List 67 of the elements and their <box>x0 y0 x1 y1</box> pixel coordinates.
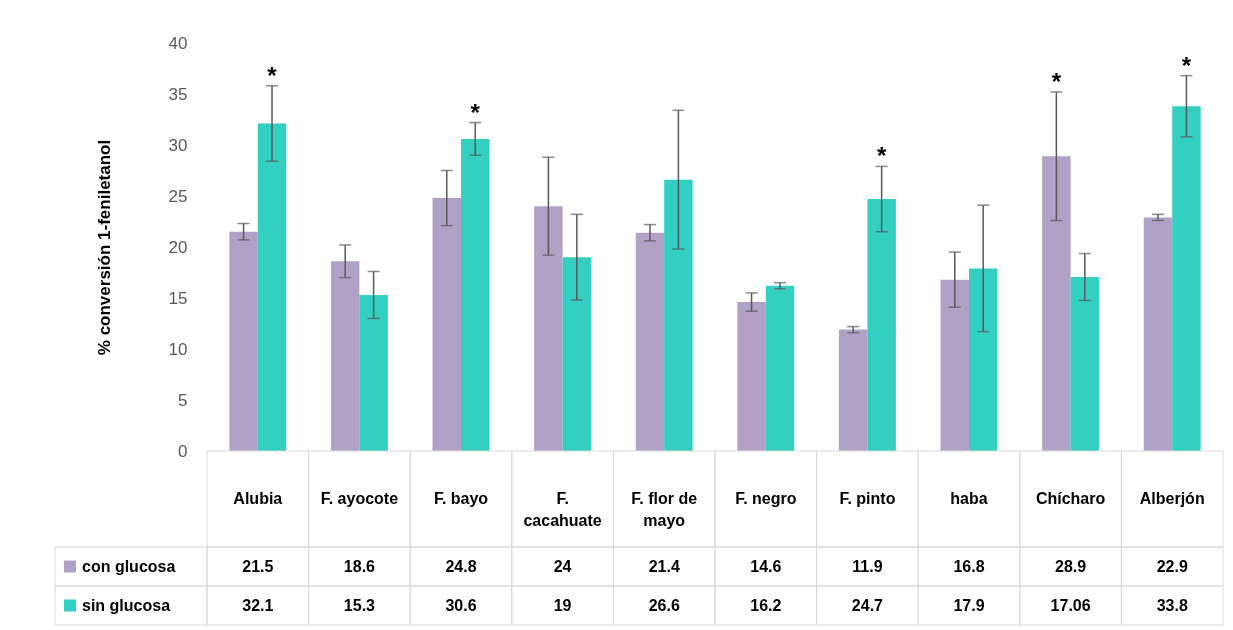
data-label: 21.5 <box>242 557 274 575</box>
bar <box>229 231 258 451</box>
data-label: 24.7 <box>851 596 884 614</box>
x-tick-label: Alubia <box>233 490 283 507</box>
y-tick-label: 5 <box>178 390 188 410</box>
x-tick-label: Chícharo <box>1035 490 1106 507</box>
annotation: * <box>470 98 481 126</box>
bar <box>867 199 896 451</box>
data-label: 18.6 <box>343 557 376 575</box>
annotation: * <box>1051 67 1062 95</box>
bar <box>1070 276 1100 451</box>
x-tick-label: haba <box>950 490 988 507</box>
data-label: 30.6 <box>445 596 477 614</box>
y-tick-label: 25 <box>168 186 188 206</box>
x-tick-label: F. negro <box>735 490 797 507</box>
data-label: 33.8 <box>1156 596 1188 614</box>
bar <box>737 302 766 451</box>
bar <box>664 179 693 451</box>
y-tick-label: 15 <box>168 288 188 308</box>
y-tick-label: 0 <box>178 441 188 461</box>
data-label: 32.1 <box>242 596 274 614</box>
x-tick-label: F. ayocote <box>320 490 399 507</box>
data-label: 15.3 <box>343 596 376 614</box>
x-tick-label: F. cacahuate <box>523 490 602 529</box>
bar <box>359 294 388 451</box>
bar <box>635 232 665 451</box>
bar <box>1172 106 1201 451</box>
x-tick-label: F. pinto <box>839 490 896 507</box>
bar <box>1143 217 1173 451</box>
y-tick-label: 35 <box>168 84 188 104</box>
data-label: 24 <box>553 557 572 575</box>
data-label: 17.06 <box>1050 596 1091 614</box>
data-label: 21.4 <box>648 557 680 575</box>
data-label: 22.9 <box>1156 557 1188 575</box>
legend-label: sin glucosa <box>82 596 171 614</box>
y-axis-title: % conversión 1-feniletanol <box>94 139 114 356</box>
data-label: 16.8 <box>953 557 985 575</box>
bar <box>330 261 360 451</box>
legend-label: con glucosa <box>82 557 176 575</box>
y-tick-label: 10 <box>168 339 188 359</box>
data-label: 19 <box>553 596 572 614</box>
x-tick-label: F. bayo <box>433 490 489 507</box>
data-label: 11.9 <box>852 557 883 575</box>
bar <box>1042 156 1071 451</box>
bar <box>838 329 868 451</box>
annotation: * <box>876 142 887 170</box>
bar <box>562 257 592 451</box>
bar <box>432 198 461 451</box>
y-tick-label: 30 <box>168 135 188 155</box>
bar <box>257 123 287 451</box>
data-label: 26.6 <box>648 596 680 614</box>
bar <box>940 279 969 451</box>
x-tick-label: F. flor de mayo <box>631 490 698 529</box>
data-label: 16.2 <box>750 596 782 614</box>
bar <box>969 268 998 451</box>
data-label: 28.9 <box>1055 557 1087 575</box>
y-tick-label: 40 <box>168 33 188 53</box>
data-label: 24.8 <box>445 557 477 575</box>
bar <box>461 138 490 451</box>
data-label: 14.6 <box>750 557 782 575</box>
y-tick-label: 20 <box>168 237 188 257</box>
data-label: 17.9 <box>953 596 985 614</box>
annotation: * <box>1181 51 1192 79</box>
bar <box>765 285 795 451</box>
x-tick-label: Alberjón <box>1139 490 1205 507</box>
annotation: * <box>267 61 278 89</box>
bar <box>534 206 563 451</box>
